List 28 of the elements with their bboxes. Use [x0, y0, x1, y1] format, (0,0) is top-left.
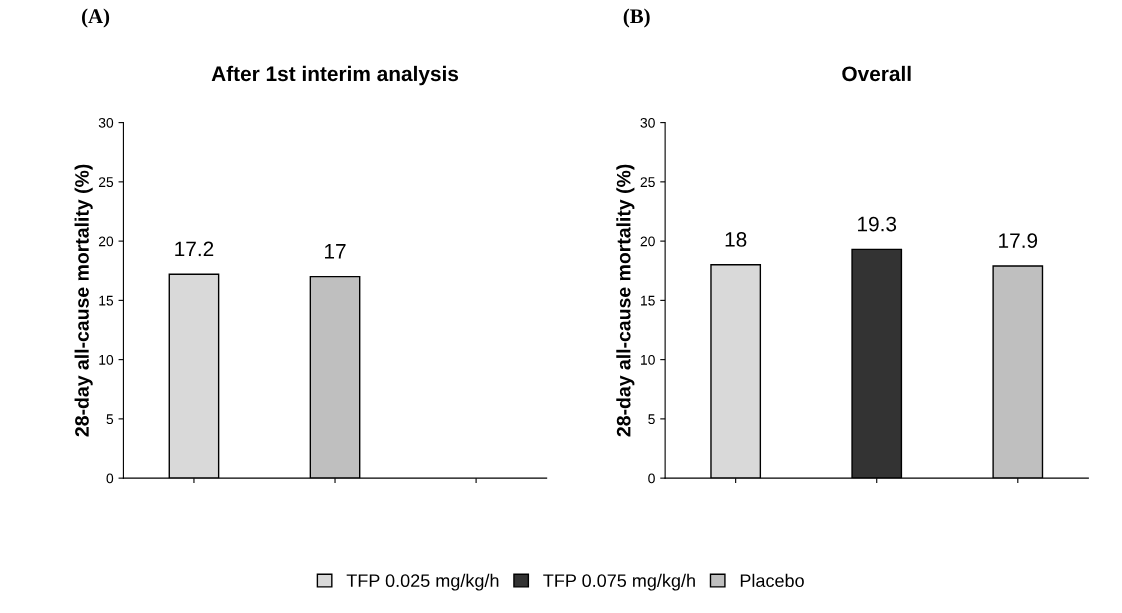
data-label: 17.9 — [999, 233, 1038, 248]
legend-label: TFP 0.075 mg/kg/h — [543, 573, 695, 591]
y-tick-label: 30 — [98, 117, 114, 128]
chart-title: After 1st interim analysis — [211, 65, 459, 86]
y-tick-label: 25 — [98, 177, 114, 188]
y-tick-label: 20 — [640, 236, 655, 247]
y-tick-label: 5 — [648, 414, 655, 425]
y-tick-label: 0 — [648, 473, 655, 484]
y-tick-label: 0 — [106, 473, 114, 484]
y-axis-title: 28-day all-cause mortality (%) — [616, 164, 635, 437]
y-tick-label: 10 — [641, 354, 655, 365]
y-tick-label: 5 — [106, 414, 114, 425]
y-tick-label: 15 — [99, 295, 114, 306]
legend-label: TFP 0.025 mg/kg/h — [346, 573, 499, 591]
data-label: 18 — [725, 232, 747, 247]
chart-title: Overall — [842, 65, 911, 82]
y-tick-label: 10 — [99, 354, 114, 365]
y-tick-label: 20 — [98, 236, 114, 247]
data-label: 19.3 — [858, 216, 897, 232]
data-label: 17.2 — [175, 241, 214, 257]
y-tick-label: 30 — [640, 117, 655, 128]
text: (A) — [82, 8, 110, 28]
text: (B) — [623, 8, 650, 28]
y-tick-label: 15 — [641, 295, 655, 306]
legend-label: Placebo — [740, 573, 804, 588]
y-tick-label: 25 — [640, 177, 655, 188]
data-label: 17 — [325, 244, 346, 259]
y-axis-title: 28-day all-cause mortality (%) — [74, 164, 93, 437]
